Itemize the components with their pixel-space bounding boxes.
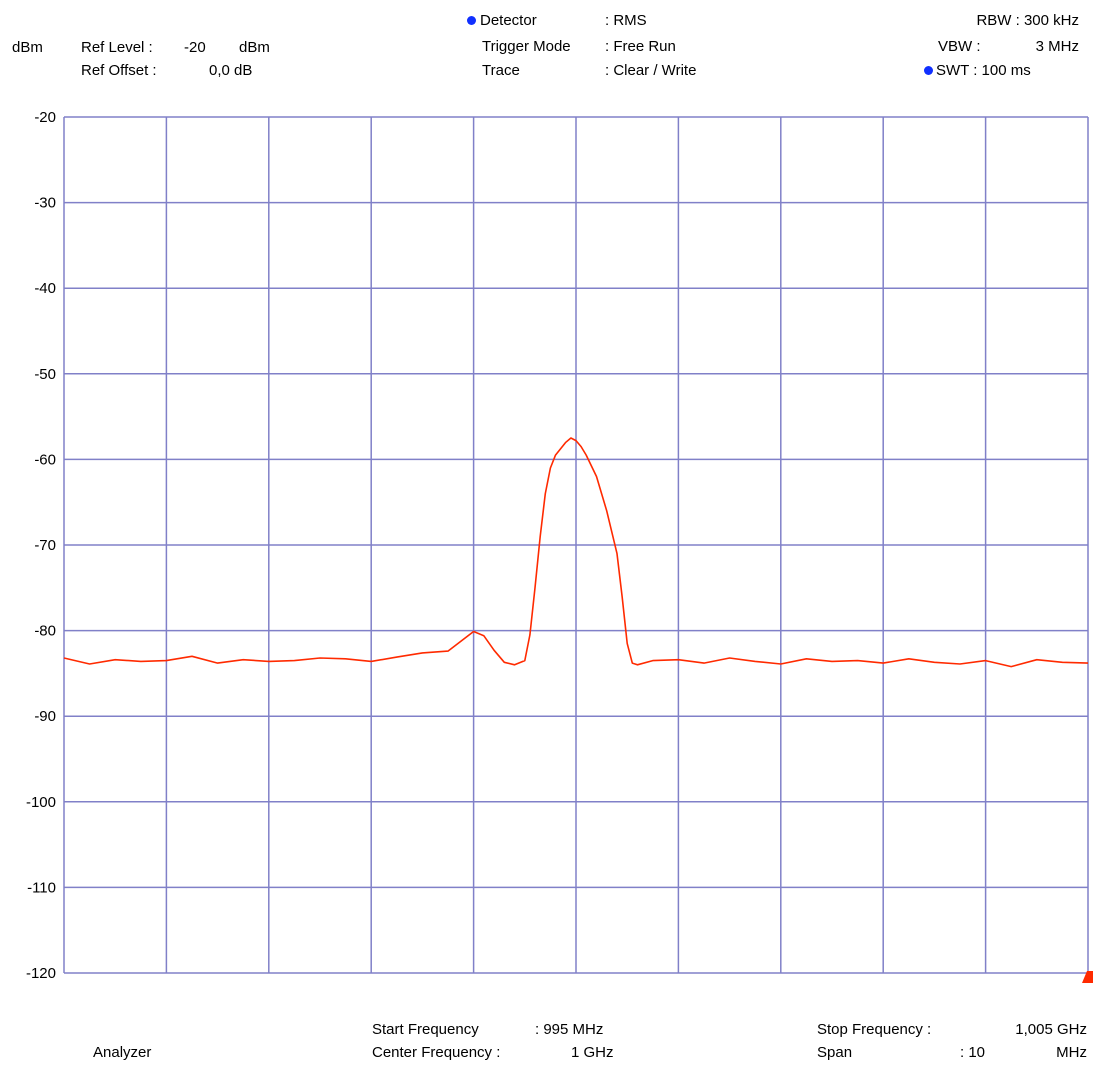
span-label: Span	[817, 1044, 853, 1061]
ref-offset-value: 0,0 dB	[209, 62, 253, 79]
swt-readout: SWT : 100 ms	[936, 62, 1031, 79]
detector-value: : RMS	[605, 12, 647, 29]
start-frequency-value: : 995 MHz	[535, 1021, 604, 1038]
y-tick-label: -30	[34, 195, 56, 212]
y-tick-label: -120	[26, 965, 56, 982]
analyzer-label: Analyzer	[93, 1044, 152, 1061]
ref-level-value: -20	[184, 39, 206, 56]
ref-level-label: Ref Level :	[81, 39, 153, 56]
corner-marker	[1082, 971, 1093, 983]
trace-layer	[63, 437, 1089, 668]
y-tick-label: -100	[26, 794, 56, 811]
stop-frequency-label: Stop Frequency :	[817, 1021, 932, 1038]
center-frequency-label: Center Frequency :	[372, 1044, 501, 1061]
stop-frequency-value: 1,005 GHz	[1015, 1021, 1087, 1038]
y-tick-label: -50	[34, 366, 56, 383]
span-unit: MHz	[1056, 1044, 1087, 1061]
rbw-readout: RBW : 300 kHz	[976, 12, 1079, 29]
y-tick-label: -110	[27, 879, 56, 896]
trigger-mode-label: Trigger Mode	[482, 38, 571, 55]
spectrum-trace-line	[63, 437, 1089, 668]
y-tick-label: -20	[34, 109, 56, 126]
ref-level-unit: dBm	[239, 39, 270, 56]
y-tick-label: -70	[34, 537, 56, 554]
y-tick-label: -60	[34, 451, 56, 468]
y-tick-label: -90	[34, 708, 56, 725]
span-value: : 10	[960, 1044, 986, 1061]
trace-value: : Clear / Write	[605, 62, 697, 79]
y-tick-labels: -20 -30 -40 -50 -60 -70 -80 -90 -100 -110 -120	[26, 109, 56, 982]
y-tick-label: -80	[34, 623, 56, 640]
trigger-mode-value: : Free Run	[605, 38, 676, 55]
swt-dot-icon	[924, 66, 933, 75]
center-frequency-value: 1 GHz	[571, 1044, 614, 1061]
plot-grid	[63, 116, 1089, 974]
y-unit-label: dBm	[12, 39, 43, 56]
ref-offset-label: Ref Offset :	[81, 62, 157, 79]
detector-label: Detector	[480, 12, 537, 29]
vbw-value: 3 MHz	[1035, 38, 1079, 55]
y-tick-label: -40	[34, 280, 56, 297]
vbw-label: VBW :	[938, 38, 981, 55]
detector-dot-icon	[467, 16, 476, 25]
start-frequency-label: Start Frequency	[372, 1021, 479, 1038]
trace-label: Trace	[482, 62, 520, 79]
